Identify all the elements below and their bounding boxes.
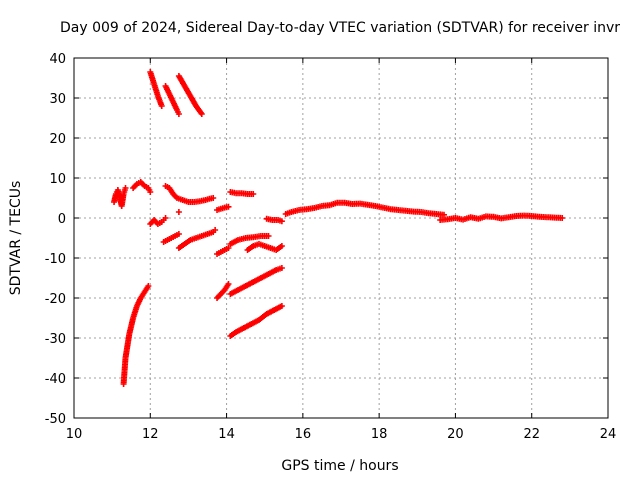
y-tick-label: 10 <box>49 172 66 187</box>
series-arc-3 <box>130 179 154 195</box>
series-arc-20 <box>263 215 285 225</box>
x-tick-label: 18 <box>371 427 388 442</box>
data-point <box>559 215 566 221</box>
data-point <box>250 191 257 197</box>
series-arc-18 <box>227 189 257 197</box>
y-axis-ticks: 40 30 20 10 0 -10 -20 -30 -40 -50 <box>45 52 608 427</box>
series-arc-4 <box>147 215 169 227</box>
data-point <box>225 203 232 210</box>
series-arc-21 <box>282 199 447 218</box>
y-axis-label: SDTVAR / TECUs <box>8 181 24 296</box>
y-tick-label: -50 <box>45 412 66 427</box>
data-point <box>158 103 165 109</box>
x-axis-label: GPS time / hours <box>281 458 398 474</box>
series-arc-6 <box>162 83 182 117</box>
series-arc-5 <box>147 69 165 109</box>
series-arc-1 <box>120 283 152 387</box>
series-arc-9 <box>162 183 217 205</box>
data-point <box>225 281 232 287</box>
plot-frame <box>73 57 609 419</box>
x-tick-label: 14 <box>218 427 235 442</box>
series-arc-13 <box>214 245 232 257</box>
chart-title: Day 009 of 2024, Sidereal Day-to-day VTE… <box>60 20 620 36</box>
data-point <box>147 189 154 195</box>
data-point <box>278 243 285 249</box>
data-point <box>122 185 129 191</box>
series-arc-14 <box>214 281 232 301</box>
y-tick-label: 40 <box>49 52 66 67</box>
series-arc-16 <box>227 265 285 297</box>
x-tick-label: 16 <box>295 427 312 442</box>
x-axis-ticks: 10 12 14 16 18 20 22 24 <box>66 58 617 442</box>
x-tick-label: 24 <box>600 427 617 442</box>
data-point <box>210 195 217 201</box>
series-arc-17 <box>227 233 272 247</box>
series-arc-15 <box>227 303 285 339</box>
y-tick-label: 20 <box>49 132 66 147</box>
series-arc-2 <box>111 185 129 209</box>
x-tick-label: 10 <box>66 427 83 442</box>
series-arc-22 <box>437 212 566 223</box>
x-tick-label: 12 <box>142 427 159 442</box>
data-points <box>111 69 566 387</box>
series-arc-10 <box>175 209 182 215</box>
y-tick-label: -40 <box>45 372 66 387</box>
data-point <box>175 209 182 215</box>
data-point <box>175 231 182 237</box>
series-arc-19 <box>244 241 285 253</box>
data-point <box>145 283 152 289</box>
data-point <box>278 303 285 309</box>
y-tick-label: -10 <box>45 252 66 267</box>
data-point <box>198 111 205 117</box>
series-arc-8 <box>160 231 182 245</box>
y-tick-label: 0 <box>58 212 66 227</box>
data-point <box>278 218 285 225</box>
series-arc-12 <box>214 203 232 213</box>
y-tick-label: -30 <box>45 332 66 347</box>
data-point <box>212 227 219 233</box>
series-arc-11 <box>175 227 219 251</box>
y-tick-label: -20 <box>45 292 66 307</box>
series-arc-7 <box>175 73 205 117</box>
data-point <box>175 111 182 117</box>
x-tick-label: 20 <box>447 427 464 442</box>
x-tick-label: 22 <box>523 427 540 442</box>
data-point <box>265 233 272 239</box>
data-point <box>278 265 285 271</box>
data-point <box>225 245 232 251</box>
data-point <box>162 215 169 221</box>
y-tick-label: 30 <box>49 92 66 107</box>
